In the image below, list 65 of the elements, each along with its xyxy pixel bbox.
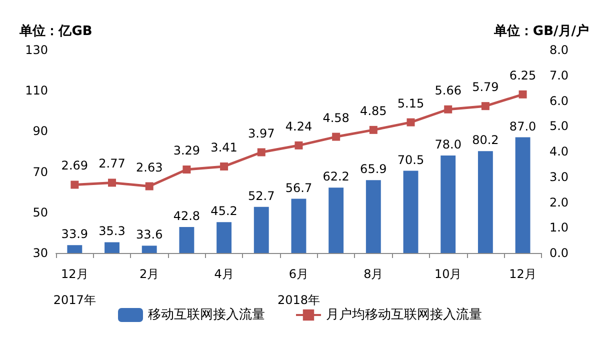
- point: [406, 118, 415, 126]
- legend-label: 月户均移动互联网接入流量: [326, 306, 482, 322]
- x-tick-label: 6月 2018年: [277, 267, 320, 307]
- data-label: 45.2: [210, 204, 238, 218]
- data-label: 2.77: [98, 156, 126, 171]
- x-tick-label: 8月: [364, 267, 384, 281]
- point: [518, 90, 527, 98]
- data-label: 5.15: [397, 96, 424, 110]
- point: [481, 102, 490, 110]
- point: [257, 148, 266, 156]
- x-tick-label: 12月: [509, 267, 536, 281]
- y-tick-label: 90: [32, 124, 48, 138]
- y2-tick-label: 7.0: [549, 68, 569, 82]
- y-tick-label: 130: [25, 43, 48, 57]
- data-label: 78.0: [434, 138, 462, 152]
- y2-tick-label: 0.0: [549, 246, 569, 260]
- data-label: 33.9: [61, 227, 88, 242]
- y2-tick-label: 5.0: [549, 119, 569, 134]
- y2-tick-label: 3.0: [549, 170, 569, 184]
- point: [294, 141, 303, 150]
- point: [145, 182, 154, 190]
- data-label: 42.8: [173, 209, 200, 224]
- y2-axis-title: 单位：GB/月/户: [492, 23, 589, 39]
- y2-tick-label: 8.0: [549, 43, 569, 57]
- y2-tick-label: 6.0: [549, 94, 569, 108]
- data-label: 80.2: [472, 133, 499, 148]
- point: [332, 132, 340, 141]
- data-label: 2.69: [61, 158, 88, 173]
- x-tick-label: 2月: [140, 267, 160, 281]
- y-axis-title: 单位：亿GB: [18, 23, 92, 39]
- data-label: 35.3: [98, 224, 126, 238]
- x-tick-label: 12月 2017年: [53, 267, 96, 307]
- data-label: 5.79: [472, 80, 499, 94]
- point: [70, 180, 79, 189]
- point: [108, 178, 116, 187]
- y2-tick-label: 1.0: [549, 220, 569, 235]
- data-label: 5.66: [434, 83, 462, 98]
- data-label: 3.41: [210, 140, 238, 154]
- data-label: 6.25: [509, 68, 536, 82]
- point: [369, 126, 378, 134]
- data-label: 3.29: [173, 144, 200, 158]
- y2-tick-label: 2.0: [549, 195, 569, 210]
- point: [220, 162, 228, 170]
- y2-tick-label: 4.0: [549, 144, 569, 158]
- data-label: 70.5: [397, 152, 424, 167]
- data-label: 4.85: [360, 104, 387, 118]
- y-tick-label: 70: [32, 164, 48, 179]
- x-tick-label: 4月: [214, 267, 234, 281]
- data-label: 56.7: [285, 180, 312, 195]
- data-label: 33.6: [136, 228, 163, 242]
- legend-label: 移动互联网接入流量: [148, 306, 265, 322]
- point: [182, 166, 191, 174]
- data-label: 3.97: [248, 126, 275, 140]
- point: [444, 105, 452, 114]
- data-label: 62.2: [322, 170, 350, 184]
- data-label: 87.0: [509, 119, 536, 134]
- data-label: 4.24: [285, 119, 312, 134]
- x-tick-label: 10月: [434, 267, 462, 281]
- data-label: 2.63: [136, 160, 163, 174]
- y-tick-label: 30: [32, 246, 48, 260]
- data-label: 52.7: [248, 188, 275, 203]
- data-label: 65.9: [360, 162, 387, 176]
- data-label: 4.58: [322, 110, 350, 125]
- y-tick-label: 50: [32, 205, 48, 220]
- y-tick-label: 110: [25, 84, 48, 98]
